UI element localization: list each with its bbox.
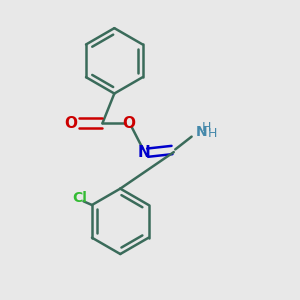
Text: H: H (208, 127, 217, 140)
Text: H: H (202, 121, 211, 134)
Text: N: N (196, 125, 208, 139)
Text: Cl: Cl (72, 191, 87, 205)
Text: O: O (123, 116, 136, 131)
Text: N: N (138, 146, 150, 160)
Text: O: O (64, 116, 77, 131)
